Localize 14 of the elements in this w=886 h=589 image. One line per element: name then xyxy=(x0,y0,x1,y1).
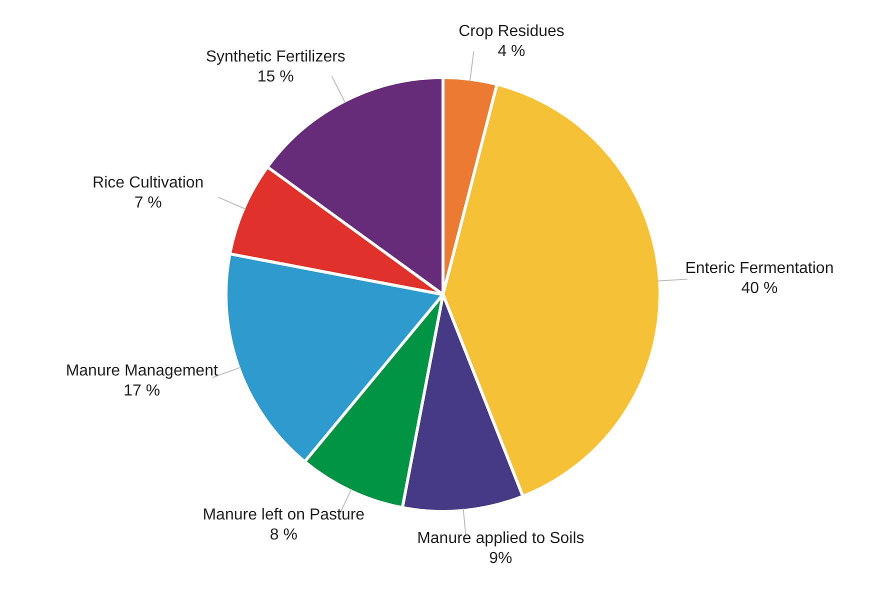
slice-label: Crop Residues xyxy=(458,22,564,40)
data-label: 15 % xyxy=(257,68,294,86)
data-label: 40 % xyxy=(741,280,778,297)
data-label: 4 % xyxy=(498,42,526,60)
slice-label: Enteric Fermentation xyxy=(685,260,834,277)
data-label: 9% xyxy=(489,550,512,567)
slice-label: Synthetic Fertilizers xyxy=(206,48,346,66)
slice-label: Manure Management xyxy=(66,362,218,380)
data-label: 17 % xyxy=(124,382,160,400)
slice-label: Manure applied to Soils xyxy=(417,530,584,547)
data-label: 7 % xyxy=(134,194,162,212)
data-label: 8 % xyxy=(270,526,298,544)
slice-label: Manure left on Pasture xyxy=(202,506,365,524)
slice-label: Rice Cultivation xyxy=(92,174,204,192)
